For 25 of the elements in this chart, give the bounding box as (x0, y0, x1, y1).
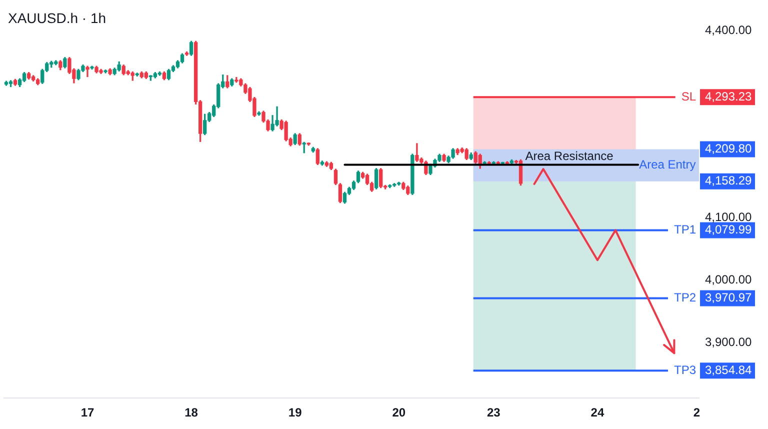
x-tick-label: 2 (693, 406, 700, 420)
y-tick-label: 4,000.00 (705, 272, 752, 286)
ref-line-label: TP1 (674, 222, 696, 237)
x-tick-label: 17 (80, 406, 94, 420)
y-tick-label: 4,293.23 (705, 89, 752, 104)
x-tick-label: 18 (184, 406, 198, 420)
y-tick-label: 4,158.29 (705, 174, 752, 188)
y-tick-label: 3,970.97 (705, 290, 752, 305)
ref-line-label: TP2 (674, 290, 696, 305)
text: XAUUSD.h · 1h (8, 10, 106, 26)
series-label: Area Resistance (525, 149, 614, 163)
y-tick-label: 4,400.00 (705, 22, 752, 37)
band-label: Area Entry (639, 158, 696, 172)
candlestick (86, 66, 90, 78)
y-tick-label: 4,079.99 (705, 222, 752, 237)
x-tick-label: 23 (486, 406, 501, 420)
y-tick-label: 3,854.84 (705, 362, 752, 377)
x-tick-label: 19 (288, 406, 302, 420)
y-tick-label: 3,900.00 (705, 334, 752, 349)
x-tick-label: 20 (392, 406, 406, 420)
ref-line-label: TP3 (674, 362, 696, 377)
x-tick-label: 24 (590, 406, 604, 420)
ref-line-label: SL (681, 89, 696, 104)
y-tick-label: 4,209.80 (705, 142, 752, 156)
y-tick-label: 4,100.00 (705, 210, 752, 224)
